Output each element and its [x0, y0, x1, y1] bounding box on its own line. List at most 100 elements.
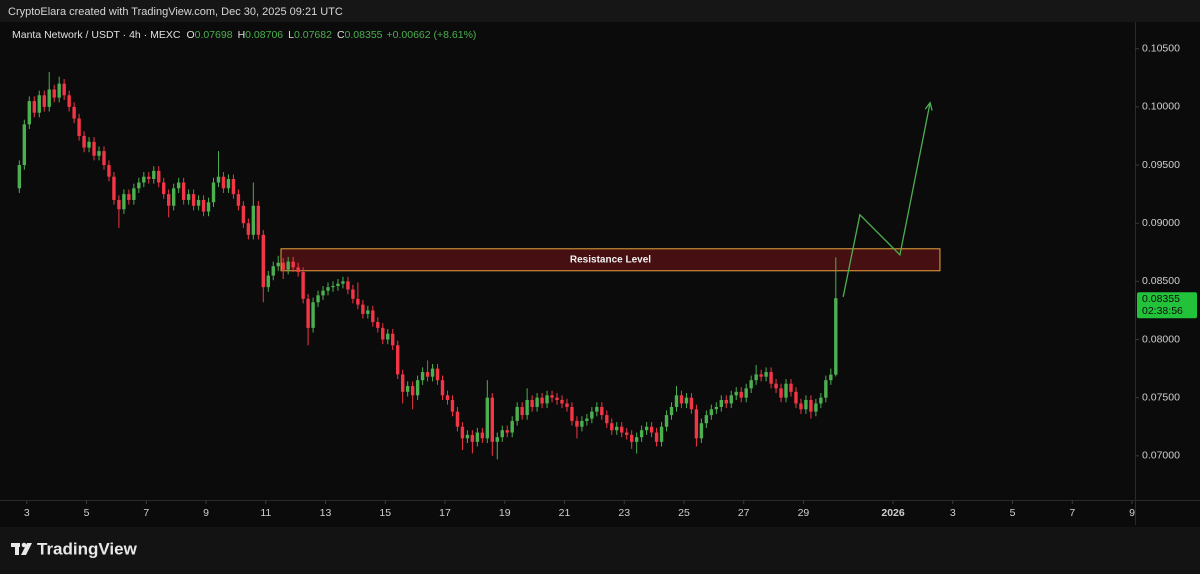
x-tick-label: 19 — [499, 507, 511, 519]
candle-body — [679, 395, 684, 404]
candle-body — [201, 199, 206, 212]
candle-body — [341, 281, 345, 284]
symbol-header: Manta Network / USDT · 4h · MEXC O0.07698… — [12, 29, 476, 41]
candle-body — [37, 95, 41, 113]
candle-body — [719, 399, 723, 407]
candle-body — [724, 399, 728, 404]
candle-body — [132, 188, 136, 200]
candle-body — [87, 141, 91, 148]
candle-body — [749, 380, 753, 389]
candle-body — [570, 406, 574, 421]
candle-body — [261, 234, 265, 288]
candle-body — [296, 267, 300, 273]
x-tick-label: 5 — [84, 507, 90, 519]
candle-body — [171, 188, 176, 206]
symbol: Manta Network / USDT · 4h · MEXC — [12, 29, 181, 41]
candle-body — [400, 374, 405, 392]
candle-body — [72, 106, 76, 119]
candle-body — [734, 391, 738, 396]
candle-body — [435, 368, 440, 381]
ohlc-value: 0.07698 — [195, 29, 233, 41]
chart-area — [0, 22, 1200, 527]
y-tick-label: 0.10500 — [1142, 43, 1180, 55]
x-tick-label: 7 — [1069, 507, 1075, 519]
candle-body — [669, 406, 674, 416]
ohlc-key: H — [238, 29, 246, 41]
x-tick-label: 9 — [203, 507, 209, 519]
candle-body — [42, 95, 46, 107]
candle-body — [550, 395, 554, 398]
candle-body — [92, 141, 96, 156]
ohlc-value: 0.08706 — [245, 29, 283, 41]
candle-body — [794, 391, 798, 404]
candle-body — [625, 432, 629, 435]
candle-body — [714, 406, 719, 410]
candle-body — [77, 118, 81, 136]
candle-body — [176, 182, 181, 189]
candle-body — [376, 322, 380, 328]
candle-body — [440, 380, 445, 396]
candle-body — [405, 386, 410, 392]
y-tick-label: 0.08500 — [1142, 275, 1180, 287]
candle-body — [52, 89, 56, 98]
y-tick-label: 0.09000 — [1142, 217, 1180, 229]
candle-body — [659, 426, 664, 442]
x-tick-label: 5 — [1010, 507, 1016, 519]
x-tick-label: 11 — [260, 507, 271, 519]
candle-body — [639, 430, 644, 438]
candle-body — [809, 399, 813, 412]
x-tick-label: 29 — [798, 507, 810, 519]
candle-body — [346, 281, 350, 290]
candle-body — [535, 397, 539, 407]
candle-body — [709, 409, 714, 416]
candle-body — [779, 388, 783, 398]
candle-body — [246, 223, 251, 235]
candle-body — [470, 434, 475, 442]
candle-body — [112, 176, 116, 200]
candle-body — [47, 89, 51, 107]
candle-body — [784, 383, 788, 398]
candle-body — [142, 176, 146, 183]
candle-body — [301, 272, 305, 299]
candle-body — [824, 380, 828, 398]
candle-body — [430, 368, 435, 377]
candle-body — [386, 333, 390, 340]
candle-body — [425, 372, 430, 377]
y-tick-label: 0.08000 — [1142, 333, 1180, 345]
candle-body — [674, 395, 679, 407]
candle-body — [739, 391, 743, 398]
candle-body — [62, 83, 66, 96]
candle-body — [580, 420, 584, 427]
candle-body — [634, 437, 639, 442]
candle-body — [157, 170, 161, 183]
countdown: 02:38:56 — [1142, 305, 1183, 317]
candle-body — [196, 199, 201, 206]
candle-body — [206, 202, 211, 212]
candle-body — [649, 426, 654, 433]
y-tick-label: 0.10000 — [1142, 101, 1180, 113]
candle-body — [311, 302, 315, 328]
candle-body — [57, 83, 61, 98]
candle-body — [371, 310, 375, 323]
change: +0.00662 (+8.61%) — [387, 29, 477, 41]
candle-body — [500, 430, 504, 438]
projection-line — [842, 102, 931, 297]
candle-body — [754, 374, 758, 381]
candle-body — [22, 124, 27, 166]
ohlc-value: 0.08355 — [345, 29, 383, 41]
candle-body — [475, 432, 480, 442]
x-tick-label: 23 — [618, 507, 630, 519]
y-tick-label: 0.09500 — [1142, 159, 1180, 171]
candle-body — [336, 283, 340, 287]
candle-body — [555, 397, 559, 400]
candle-body — [520, 406, 524, 416]
candle-body — [162, 182, 166, 195]
candle-body — [834, 298, 838, 375]
candle-body — [241, 205, 246, 224]
candle-body — [654, 432, 659, 442]
candle-body — [291, 261, 295, 268]
x-tick-label: 17 — [439, 507, 451, 519]
candle-body — [316, 295, 320, 303]
symbol-line: Manta Network / USDT · 4h · MEXC O0.07698… — [12, 29, 476, 41]
